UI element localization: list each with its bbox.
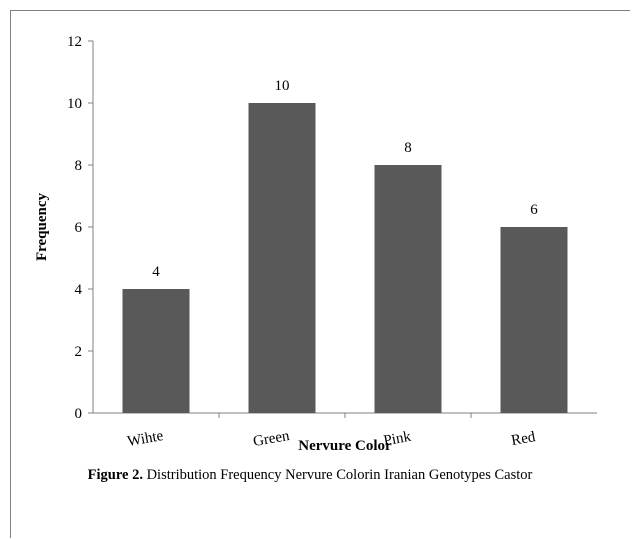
x-tick-label: Pink [382,429,412,450]
y-tick-label: 6 [75,220,83,236]
y-tick-label: 8 [75,158,83,174]
y-tick-label: 4 [75,282,83,298]
data-label: 6 [530,202,538,218]
x-tick-label: Wihte [126,428,165,450]
x-axis-tick-labels: Wihte Green Pink Red [126,413,537,450]
figure-caption: Figure 2. Distribution Frequency Nervure… [60,466,560,485]
data-label: 4 [152,264,160,280]
caption-text: Distribution Frequency Nervure Colorin I… [146,467,533,483]
y-tick-label: 12 [67,34,82,50]
y-axis-title: Frequency [34,192,50,261]
data-label: 10 [275,78,290,94]
figure-frame [10,10,630,538]
bar-wihte [122,289,190,413]
x-tick-label: Red [510,429,537,449]
bar-pink [374,165,442,413]
bar-red [500,227,568,413]
x-tick-label: Green [252,428,291,450]
bars-group: 4 10 8 6 [122,78,568,413]
y-axis-ticks: 0 2 4 6 8 10 12 [67,34,93,422]
y-tick-label: 2 [75,344,83,360]
y-tick-label: 10 [67,96,82,112]
x-axis-title: Nervure Color [298,438,392,454]
y-tick-label: 0 [75,406,83,422]
data-label: 8 [404,140,412,156]
bar-green [248,103,316,413]
caption-label: Figure 2. [87,467,143,483]
